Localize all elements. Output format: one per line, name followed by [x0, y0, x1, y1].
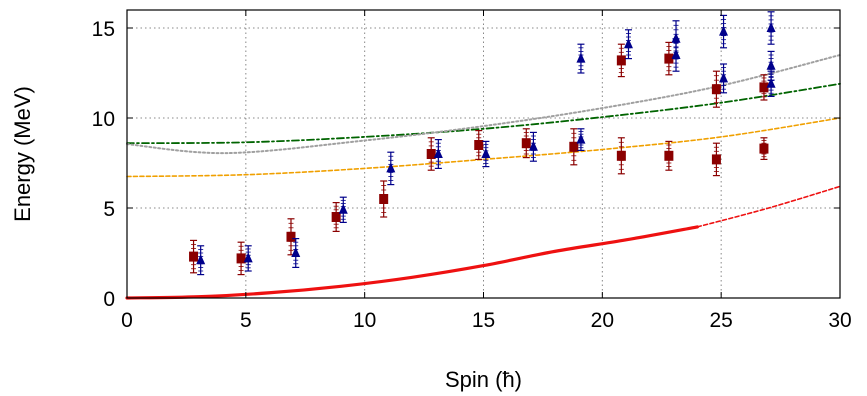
triangle-marker — [481, 148, 491, 158]
triangle-data-point — [719, 63, 729, 94]
x-tick-label: 10 — [353, 309, 376, 332]
square-data-point — [711, 70, 721, 108]
triangle-marker — [766, 77, 776, 88]
triangle-data-point — [386, 151, 396, 186]
square-data-point — [521, 128, 531, 159]
square-data-point — [474, 130, 484, 160]
triangle-data-point — [433, 139, 443, 169]
x-tick-label: 20 — [591, 309, 614, 332]
x-tick-label: 0 — [121, 309, 133, 332]
model-curve-dashed — [696, 185, 841, 228]
square-data-point — [331, 202, 341, 232]
square-data-point — [616, 43, 626, 78]
x-tick-label: 5 — [240, 309, 252, 332]
x-tick-label: 15 — [472, 309, 495, 332]
square-marker — [521, 138, 531, 149]
model-curve-solid — [125, 225, 699, 300]
square-marker — [474, 140, 484, 150]
data-points — [189, 11, 776, 276]
triangle-data-point — [576, 43, 586, 74]
triangle-data-point — [623, 29, 633, 60]
triangle-marker — [623, 38, 633, 49]
y-tick-label: 10 — [92, 108, 115, 131]
triangle-marker — [291, 247, 301, 257]
triangle-data-point — [528, 131, 538, 162]
square-data-point — [664, 140, 674, 171]
triangle-marker — [528, 140, 538, 151]
y-tick-label: 5 — [103, 198, 115, 221]
square-data-point — [759, 137, 769, 160]
square-marker — [711, 84, 721, 95]
square-data-point — [569, 128, 579, 166]
triangle-data-point — [196, 245, 206, 276]
y-axis-title: Energy (MeV) — [10, 86, 35, 222]
triangle-data-point — [766, 11, 776, 45]
x-axis-title: Spin (ħ) — [445, 367, 522, 392]
triangle-marker — [196, 254, 206, 265]
square-marker — [569, 141, 579, 152]
square-marker — [711, 154, 721, 165]
x-tick-label: 30 — [828, 309, 851, 332]
y-tick-label: 0 — [103, 288, 115, 311]
triangle-marker — [766, 22, 776, 32]
x-tick-label: 25 — [709, 309, 732, 332]
triangle-data-point — [291, 238, 301, 268]
square-data-point — [664, 41, 674, 76]
triangle-data-point — [481, 140, 491, 168]
triangle-marker — [671, 32, 681, 43]
square-marker — [664, 53, 674, 64]
triangle-marker — [671, 49, 681, 59]
triangle-marker — [719, 72, 729, 83]
triangle-marker — [433, 148, 443, 158]
square-data-point — [759, 74, 769, 101]
square-data-point — [189, 239, 199, 274]
triangle-marker — [338, 203, 348, 214]
model-curve-dashdot — [126, 82, 841, 145]
square-marker — [664, 150, 674, 161]
triangle-data-point — [766, 70, 776, 98]
triangle-marker — [576, 133, 586, 144]
y-tick-label: 15 — [92, 18, 115, 41]
square-data-point — [711, 142, 721, 177]
square-marker — [189, 251, 199, 262]
square-marker — [759, 143, 769, 154]
square-data-point — [379, 180, 389, 218]
square-marker — [286, 231, 296, 242]
triangle-data-point — [576, 128, 586, 151]
triangle-data-point — [338, 196, 348, 223]
triangle-marker — [719, 25, 729, 36]
triangle-data-point — [243, 245, 253, 272]
tick-labels: 0 5 10 15 20 25 30 0 5 10 15 — [92, 10, 852, 332]
square-data-point — [616, 137, 626, 175]
triangle-marker — [243, 252, 253, 263]
grid — [127, 10, 840, 298]
triangle-marker — [386, 162, 396, 173]
triangle-data-point — [671, 38, 681, 72]
triangle-data-point — [719, 14, 729, 49]
square-marker — [236, 253, 246, 264]
triangle-marker — [576, 52, 586, 63]
triangle-marker — [766, 59, 776, 70]
square-data-point — [236, 241, 246, 276]
square-data-point — [426, 137, 436, 171]
model-curve-dashed — [126, 117, 841, 178]
square-marker — [426, 149, 436, 159]
square-marker — [379, 194, 389, 204]
square-marker — [616, 150, 626, 161]
square-marker — [616, 55, 626, 66]
square-marker — [331, 212, 341, 222]
square-data-point — [286, 218, 296, 256]
square-marker — [759, 82, 769, 93]
